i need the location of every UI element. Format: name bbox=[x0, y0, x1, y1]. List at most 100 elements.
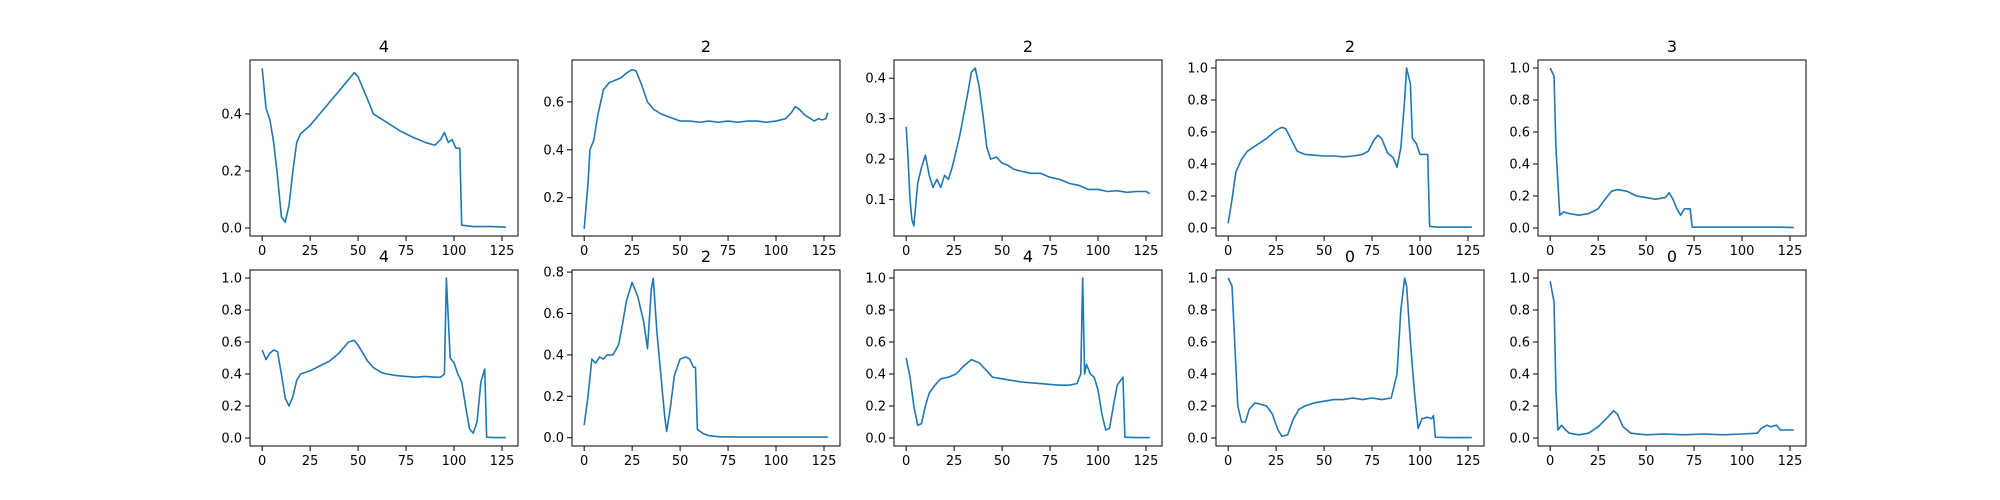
series-line bbox=[905, 277, 1150, 439]
y-tick-label: 0.6 bbox=[543, 95, 564, 110]
y-tick-label: 0.0 bbox=[1509, 222, 1530, 237]
series-line bbox=[905, 67, 1151, 227]
x-tick-label: 0 bbox=[1224, 454, 1232, 469]
x-tick-label: 75 bbox=[1686, 454, 1703, 469]
axes-frame bbox=[1215, 269, 1485, 447]
x-tick-label: 0 bbox=[580, 244, 588, 259]
subplot-title: 2 bbox=[701, 37, 711, 56]
x-tick-label: 100 bbox=[1730, 244, 1755, 259]
y-tick-label: 0.0 bbox=[543, 431, 564, 446]
x-tick-label: 0 bbox=[902, 454, 910, 469]
x-tick-label: 125 bbox=[1778, 244, 1803, 259]
x-tick-label: 50 bbox=[1316, 244, 1333, 259]
series-line bbox=[261, 68, 506, 228]
x-tick-label: 125 bbox=[1134, 244, 1159, 259]
y-tick-label: 0.2 bbox=[1187, 400, 1208, 415]
y-tick-label: 0.4 bbox=[865, 72, 886, 87]
subplot-title: 2 bbox=[1345, 37, 1355, 56]
subplot-4: 2 0 25 50 75 100 125 0.0 0.2 0.4 0.6 0.8 1.0 bbox=[1187, 37, 1485, 259]
x-tick-label: 125 bbox=[1778, 454, 1803, 469]
x-tick-label: 125 bbox=[812, 454, 837, 469]
x-tick-label: 50 bbox=[1638, 454, 1655, 469]
y-tick-label: 0.4 bbox=[543, 348, 564, 363]
x-tick-label: 125 bbox=[1456, 454, 1481, 469]
x-tick-label: 75 bbox=[398, 454, 415, 469]
x-tick-label: 0 bbox=[1224, 244, 1232, 259]
y-tick-label: 0.2 bbox=[543, 191, 564, 206]
subplot-1: 4 0 25 50 75 100 125 0.0 0.2 0.4 bbox=[221, 37, 519, 259]
series-line bbox=[583, 68, 829, 229]
y-tick-label: 0.6 bbox=[1509, 336, 1530, 351]
x-tick-label: 125 bbox=[1456, 244, 1481, 259]
y-tick-label: 0.0 bbox=[865, 432, 886, 447]
y-tick-label: 0.8 bbox=[543, 266, 564, 281]
x-tick-label: 0 bbox=[258, 244, 266, 259]
y-tick-label: 0.6 bbox=[865, 336, 886, 351]
axes-frame bbox=[571, 269, 841, 447]
y-tick-label: 0.4 bbox=[865, 368, 886, 383]
x-tick-label: 0 bbox=[258, 454, 266, 469]
x-tick-label: 75 bbox=[1686, 244, 1703, 259]
y-tick-label: 0.2 bbox=[221, 400, 242, 415]
x-tick-label: 75 bbox=[1364, 244, 1381, 259]
y-tick-label: 0.4 bbox=[1187, 368, 1208, 383]
y-tick-label: 0.0 bbox=[1509, 432, 1530, 447]
y-tick-label: 0.2 bbox=[1187, 190, 1208, 205]
axes-frame bbox=[571, 59, 841, 237]
x-tick-label: 50 bbox=[350, 454, 367, 469]
x-tick-label: 125 bbox=[490, 454, 515, 469]
y-tick-label: 0.4 bbox=[1187, 158, 1208, 173]
x-tick-label: 0 bbox=[580, 454, 588, 469]
x-tick-label: 50 bbox=[1638, 244, 1655, 259]
series-line bbox=[1227, 67, 1472, 228]
subplot-title: 4 bbox=[1023, 247, 1033, 266]
x-tick-label: 100 bbox=[764, 454, 789, 469]
x-tick-label: 75 bbox=[720, 244, 737, 259]
x-tick-label: 100 bbox=[1408, 454, 1433, 469]
axes-frame bbox=[893, 59, 1163, 237]
y-tick-label: 0.0 bbox=[221, 222, 242, 237]
subplot-7: 2 0 25 50 75 100 125 0.0 0.2 0.4 0.6 0.8 bbox=[543, 247, 841, 469]
x-tick-label: 75 bbox=[1042, 454, 1059, 469]
x-tick-label: 100 bbox=[442, 454, 467, 469]
x-tick-label: 25 bbox=[946, 454, 963, 469]
x-tick-label: 100 bbox=[1730, 454, 1755, 469]
y-tick-label: 0.2 bbox=[543, 390, 564, 405]
x-tick-label: 0 bbox=[1546, 244, 1554, 259]
subplot-5: 3 0 25 50 75 100 125 0.0 0.2 0.4 0.6 0.8 1.0 bbox=[1509, 37, 1807, 259]
x-tick-label: 25 bbox=[1268, 454, 1285, 469]
x-tick-label: 100 bbox=[1408, 244, 1433, 259]
subplot-6: 4 0 25 50 75 100 125 0.0 0.2 0.4 0.6 0.8 1.0 bbox=[221, 247, 519, 469]
x-tick-label: 100 bbox=[764, 244, 789, 259]
y-tick-label: 0.2 bbox=[865, 153, 886, 168]
series-line bbox=[1549, 67, 1794, 229]
subplot-title: 3 bbox=[1667, 37, 1677, 56]
y-tick-label: 0.6 bbox=[1509, 126, 1530, 141]
subplot-3: 2 0 25 50 75 100 125 0.1 0.2 0.3 0.4 bbox=[865, 37, 1163, 259]
y-tick-label: 0.0 bbox=[1187, 432, 1208, 447]
y-tick-label: 0.2 bbox=[1509, 400, 1530, 415]
subplot-title: 4 bbox=[379, 37, 389, 56]
x-tick-label: 50 bbox=[672, 454, 689, 469]
y-tick-label: 1.0 bbox=[1509, 62, 1530, 77]
subplot-title: 0 bbox=[1345, 247, 1355, 266]
y-tick-label: 0.3 bbox=[865, 112, 886, 127]
y-tick-label: 0.8 bbox=[1187, 94, 1208, 109]
y-tick-label: 1.0 bbox=[865, 272, 886, 287]
x-tick-label: 50 bbox=[672, 244, 689, 259]
x-tick-label: 25 bbox=[302, 454, 319, 469]
x-tick-label: 100 bbox=[1086, 244, 1111, 259]
y-tick-label: 0.4 bbox=[1509, 368, 1530, 383]
x-tick-label: 25 bbox=[1590, 244, 1607, 259]
axes-frame bbox=[1537, 269, 1807, 447]
x-tick-label: 125 bbox=[490, 244, 515, 259]
y-tick-label: 0.6 bbox=[1187, 126, 1208, 141]
y-tick-label: 0.4 bbox=[221, 107, 242, 122]
x-tick-label: 75 bbox=[720, 454, 737, 469]
x-tick-label: 25 bbox=[946, 244, 963, 259]
x-tick-label: 75 bbox=[1042, 244, 1059, 259]
subplot-title: 2 bbox=[1023, 37, 1033, 56]
x-tick-label: 75 bbox=[1364, 454, 1381, 469]
x-tick-label: 50 bbox=[1316, 454, 1333, 469]
